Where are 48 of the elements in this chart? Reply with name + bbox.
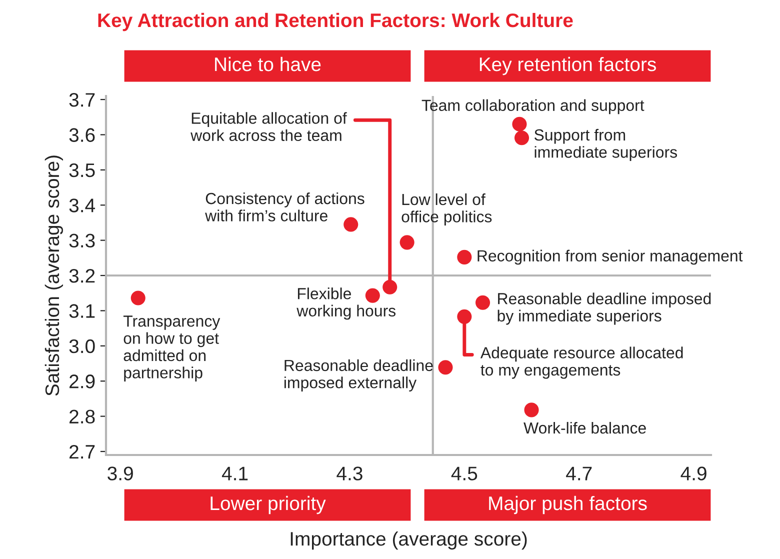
x-tick-label: 4.5 — [451, 466, 478, 480]
point — [524, 402, 539, 418]
point — [365, 288, 380, 303]
y-tick-label: 3.5 — [69, 163, 95, 178]
x-tick-label: 4.7 — [566, 466, 592, 480]
x-tick-label: 4.9 — [680, 466, 706, 480]
annotation: Consistency of actions with firm’s culture — [205, 192, 364, 222]
annotation: Work-life balance — [524, 422, 646, 434]
text: Nice to have — [215, 56, 321, 72]
x-tick-label: 4.1 — [222, 466, 248, 480]
point — [130, 290, 146, 306]
y-tick-label: 3.3 — [69, 234, 95, 248]
annotation: Recognition from senior management — [478, 250, 743, 265]
y-tick-label: 3.1 — [69, 304, 95, 318]
y-tick-label: 3.7 — [69, 92, 95, 107]
y-tick-label: 3.4 — [69, 198, 96, 212]
text: Major push factors — [489, 496, 647, 514]
y-tick-label: 3.2 — [69, 268, 95, 283]
chart-title: Key Attraction and Retention Factors: Work Culture — [98, 12, 573, 32]
y-tick-label: 2.7 — [70, 444, 95, 459]
point — [400, 235, 414, 250]
annotation: Low level of office politics — [402, 193, 492, 226]
annotation: Equitable allocation of work across the team — [190, 112, 347, 142]
point — [457, 309, 472, 324]
text: Lower priority — [210, 496, 326, 514]
text: Key retention factors — [480, 56, 656, 76]
point — [344, 217, 358, 232]
y-tick-label: 3.6 — [69, 128, 95, 142]
annotation: Adequate resource allocated to my engagements — [480, 346, 683, 379]
point — [457, 250, 472, 264]
point — [512, 116, 527, 132]
annotation: Transparency on how to get admitted on partnership — [123, 316, 220, 382]
annotation: Reasonable deadline imposed externally — [284, 359, 433, 392]
x-tick-label: 4.3 — [336, 466, 362, 480]
y-tick-label: 2.9 — [70, 374, 95, 388]
annotation: Flexible working hours — [296, 288, 396, 320]
point — [475, 295, 490, 310]
y-tick-label: 2.8 — [70, 410, 95, 424]
annotation: Reasonable deadline imposed by immediate superiors — [498, 292, 711, 325]
y-tick-label: 3.0 — [69, 339, 95, 354]
x-tick-label: 3.9 — [108, 466, 133, 480]
annotation: Support from immediate superiors — [534, 128, 677, 161]
annotation: Team collaboration and support — [422, 99, 644, 114]
point — [438, 360, 453, 375]
x-axis-title: Importance (average score) — [290, 531, 527, 550]
y-axis-title: Satisfaction (average score) — [44, 156, 63, 396]
point — [382, 280, 398, 294]
point — [514, 130, 530, 146]
